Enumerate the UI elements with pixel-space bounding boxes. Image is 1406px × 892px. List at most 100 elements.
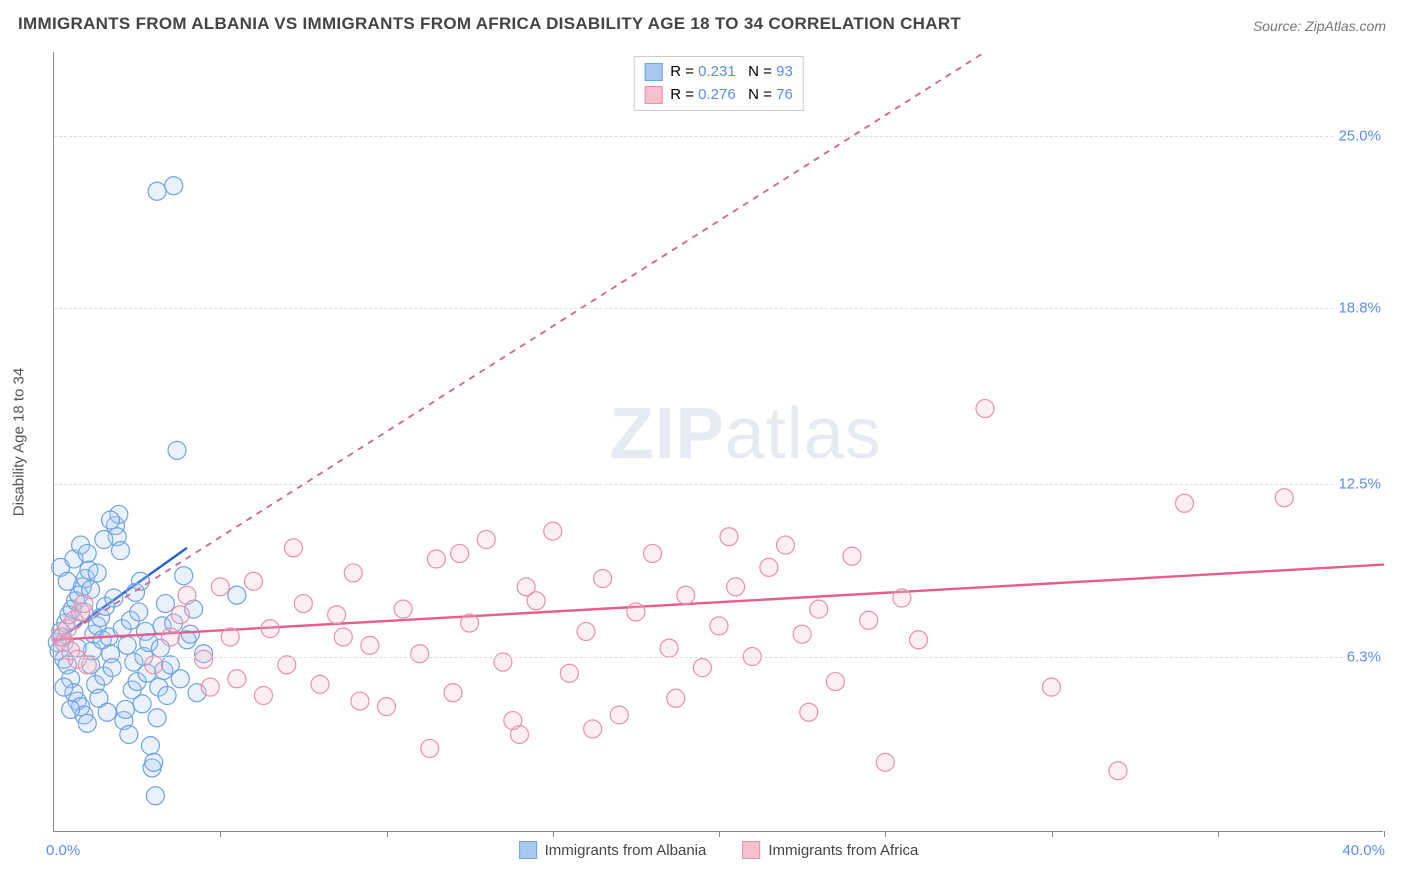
data-point: [112, 542, 130, 560]
data-point: [334, 628, 352, 646]
data-point: [361, 636, 379, 654]
x-tick: [885, 831, 886, 837]
data-point: [75, 595, 93, 613]
data-point: [145, 656, 163, 674]
data-point: [344, 564, 362, 582]
legend-stats-box: R = 0.231 N = 93R = 0.276 N = 76: [633, 56, 804, 111]
x-tick: [1218, 831, 1219, 837]
data-point: [677, 586, 695, 604]
data-point: [175, 567, 193, 585]
data-point: [171, 606, 189, 624]
data-point: [254, 687, 272, 705]
data-point: [860, 611, 878, 629]
data-point: [62, 700, 80, 718]
data-point: [1043, 678, 1061, 696]
legend-stats-row: R = 0.276 N = 76: [644, 84, 793, 107]
data-point: [777, 536, 795, 554]
y-tick-label: 18.8%: [1334, 300, 1385, 317]
data-point: [261, 620, 279, 638]
data-point: [148, 709, 166, 727]
data-point: [610, 706, 628, 724]
legend-swatch: [742, 841, 760, 859]
data-point: [78, 544, 96, 562]
data-point: [1109, 762, 1127, 780]
legend-item: Immigrants from Africa: [742, 841, 918, 859]
data-point: [710, 617, 728, 635]
data-point: [394, 600, 412, 618]
data-point: [228, 670, 246, 688]
x-tick: [1052, 831, 1053, 837]
data-point: [1176, 494, 1194, 512]
data-point: [146, 787, 164, 805]
plot-area: Disability Age 18 to 34 ZIPatlas R = 0.2…: [53, 52, 1383, 832]
data-point: [131, 572, 149, 590]
x-range-max: 40.0%: [1342, 842, 1385, 859]
data-point: [444, 684, 462, 702]
legend-swatch: [644, 63, 662, 81]
data-point: [95, 531, 113, 549]
data-point: [211, 578, 229, 596]
gridline-h: [54, 136, 1383, 137]
data-point: [328, 606, 346, 624]
data-point: [228, 586, 246, 604]
data-point: [145, 753, 163, 771]
data-point: [103, 659, 121, 677]
data-point: [720, 528, 738, 546]
data-point: [693, 659, 711, 677]
data-point: [178, 586, 196, 604]
data-point: [284, 539, 302, 557]
data-point: [171, 670, 189, 688]
legend-label: Immigrants from Africa: [768, 842, 918, 859]
data-point: [221, 628, 239, 646]
data-point: [130, 603, 148, 621]
data-point: [278, 656, 296, 674]
data-point: [893, 589, 911, 607]
data-point: [477, 531, 495, 549]
data-point: [311, 675, 329, 693]
y-axis-label: Disability Age 18 to 34: [11, 367, 28, 515]
legend-swatch: [644, 86, 662, 104]
data-point: [78, 714, 96, 732]
data-point: [1275, 489, 1293, 507]
legend-item: Immigrants from Albania: [519, 841, 707, 859]
data-point: [58, 572, 76, 590]
data-point: [294, 595, 312, 613]
data-point: [168, 441, 186, 459]
data-point: [133, 695, 151, 713]
x-tick: [719, 831, 720, 837]
data-point: [504, 712, 522, 730]
data-point: [644, 544, 662, 562]
data-point: [451, 544, 469, 562]
data-point: [667, 689, 685, 707]
data-point: [118, 636, 136, 654]
gridline-h: [54, 484, 1383, 485]
y-tick-label: 6.3%: [1343, 648, 1385, 665]
chart-title: IMMIGRANTS FROM ALBANIA VS IMMIGRANTS FR…: [18, 14, 961, 34]
data-point: [201, 678, 219, 696]
legend-stats-text: R = 0.276 N = 76: [670, 84, 793, 107]
y-tick-label: 25.0%: [1334, 127, 1385, 144]
data-point: [584, 720, 602, 738]
chart-svg: [54, 52, 1383, 831]
data-point: [517, 578, 535, 596]
data-point: [560, 664, 578, 682]
data-point: [427, 550, 445, 568]
data-point: [793, 625, 811, 643]
data-point: [148, 182, 166, 200]
data-point: [727, 578, 745, 596]
data-point: [105, 589, 123, 607]
gridline-h: [54, 308, 1383, 309]
legend-stats-row: R = 0.231 N = 93: [644, 61, 793, 84]
legend-label: Immigrants from Albania: [545, 842, 707, 859]
data-point: [351, 692, 369, 710]
data-point: [976, 400, 994, 418]
data-point: [800, 703, 818, 721]
data-point: [810, 600, 828, 618]
data-point: [461, 614, 479, 632]
data-point: [843, 547, 861, 565]
x-range-min: 0.0%: [46, 842, 80, 859]
data-point: [102, 511, 120, 529]
data-point: [577, 622, 595, 640]
data-point: [156, 595, 174, 613]
data-point: [826, 673, 844, 691]
